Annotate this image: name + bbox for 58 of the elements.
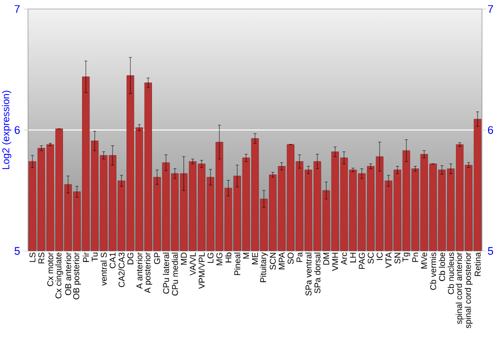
x-tick-label: Hb (225, 252, 232, 262)
x-tick-label: Pn (412, 252, 418, 262)
x-tick-label: Tu (92, 252, 98, 262)
x-tick-label: SPa ventral (305, 252, 312, 296)
x-tick-label: Arc (341, 252, 347, 265)
x-tick-label: DM (323, 252, 330, 265)
x-tick-label: VPM/VPL (198, 252, 205, 289)
x-tick-label: LG (208, 252, 214, 263)
x-tick-label: SC (368, 252, 374, 264)
y-tick-label: 6 (14, 126, 20, 134)
x-tick-label: Cb lobe (438, 252, 446, 281)
x-tick-label: PAG (358, 252, 365, 269)
x-tick-label: VTA (386, 252, 392, 268)
x-tick-label: SN (394, 252, 400, 264)
x-tick-label: LH (350, 252, 356, 262)
x-tick-label: Pa (296, 252, 302, 262)
x-tick-label: RS (38, 252, 44, 264)
x-tick-label: spinal cord posterior (464, 252, 473, 328)
x-tick-label: CA2/CA3 (118, 252, 125, 288)
x-tick-label: OB posterior (73, 252, 81, 300)
x-tick-label: Pir (82, 252, 89, 262)
x-tick-label: ventral S (100, 252, 107, 286)
x-tick-label: Pituitary (260, 252, 268, 282)
x-tick-label: M (243, 252, 250, 259)
x-tick-label: SPa dorsal (314, 252, 320, 294)
x-tick-label: SO (288, 252, 294, 264)
x-tick-label: Cx motor (47, 252, 54, 286)
x-tick-label: SCN (270, 252, 276, 270)
x-tick-label: LS (29, 252, 36, 262)
x-tick-label: MVe (421, 252, 428, 268)
x-tick-label: CA1 (110, 252, 116, 268)
x-tick-label: IC (376, 252, 383, 260)
x-tick-label: MD (180, 252, 187, 265)
x-tick-label: ME (252, 252, 258, 264)
y-axis-title: Log2 (expression) (2, 90, 12, 170)
x-tick-label: spinal cord anterior (456, 252, 464, 324)
x-tick-label: CPu lateral (162, 252, 170, 294)
x-tick-label: DG (127, 252, 134, 264)
x-tick-label: Cx cingulate (55, 252, 64, 298)
x-tick-label: MG (216, 252, 222, 266)
x-tick-label: CPu medial (172, 252, 178, 296)
x-tick-label: Cb nucleus (448, 252, 454, 294)
y2-tick-label: 7 (488, 5, 493, 13)
y-tick-label: 5 (14, 247, 20, 255)
y-tick-label: 7 (14, 5, 20, 13)
x-tick-label: MPA (278, 252, 285, 270)
x-tick-label: GP (154, 252, 160, 264)
x-tick-label: Retina (474, 252, 481, 276)
x-tick-label: Pineal (234, 252, 240, 276)
x-tick-label: Tg (402, 252, 410, 262)
y2-tick-label: 5 (488, 247, 494, 255)
y2-tick-label: 6 (488, 126, 494, 134)
x-tick-label: A posterior (144, 252, 152, 294)
x-tick-label: A anterior (136, 252, 142, 289)
x-tick-label: VA/VL (190, 252, 196, 276)
x-tick-label: OB anterior (64, 252, 72, 296)
x-tick-label: Cb vermis (430, 252, 436, 290)
x-tick-label: VMH (332, 252, 338, 271)
